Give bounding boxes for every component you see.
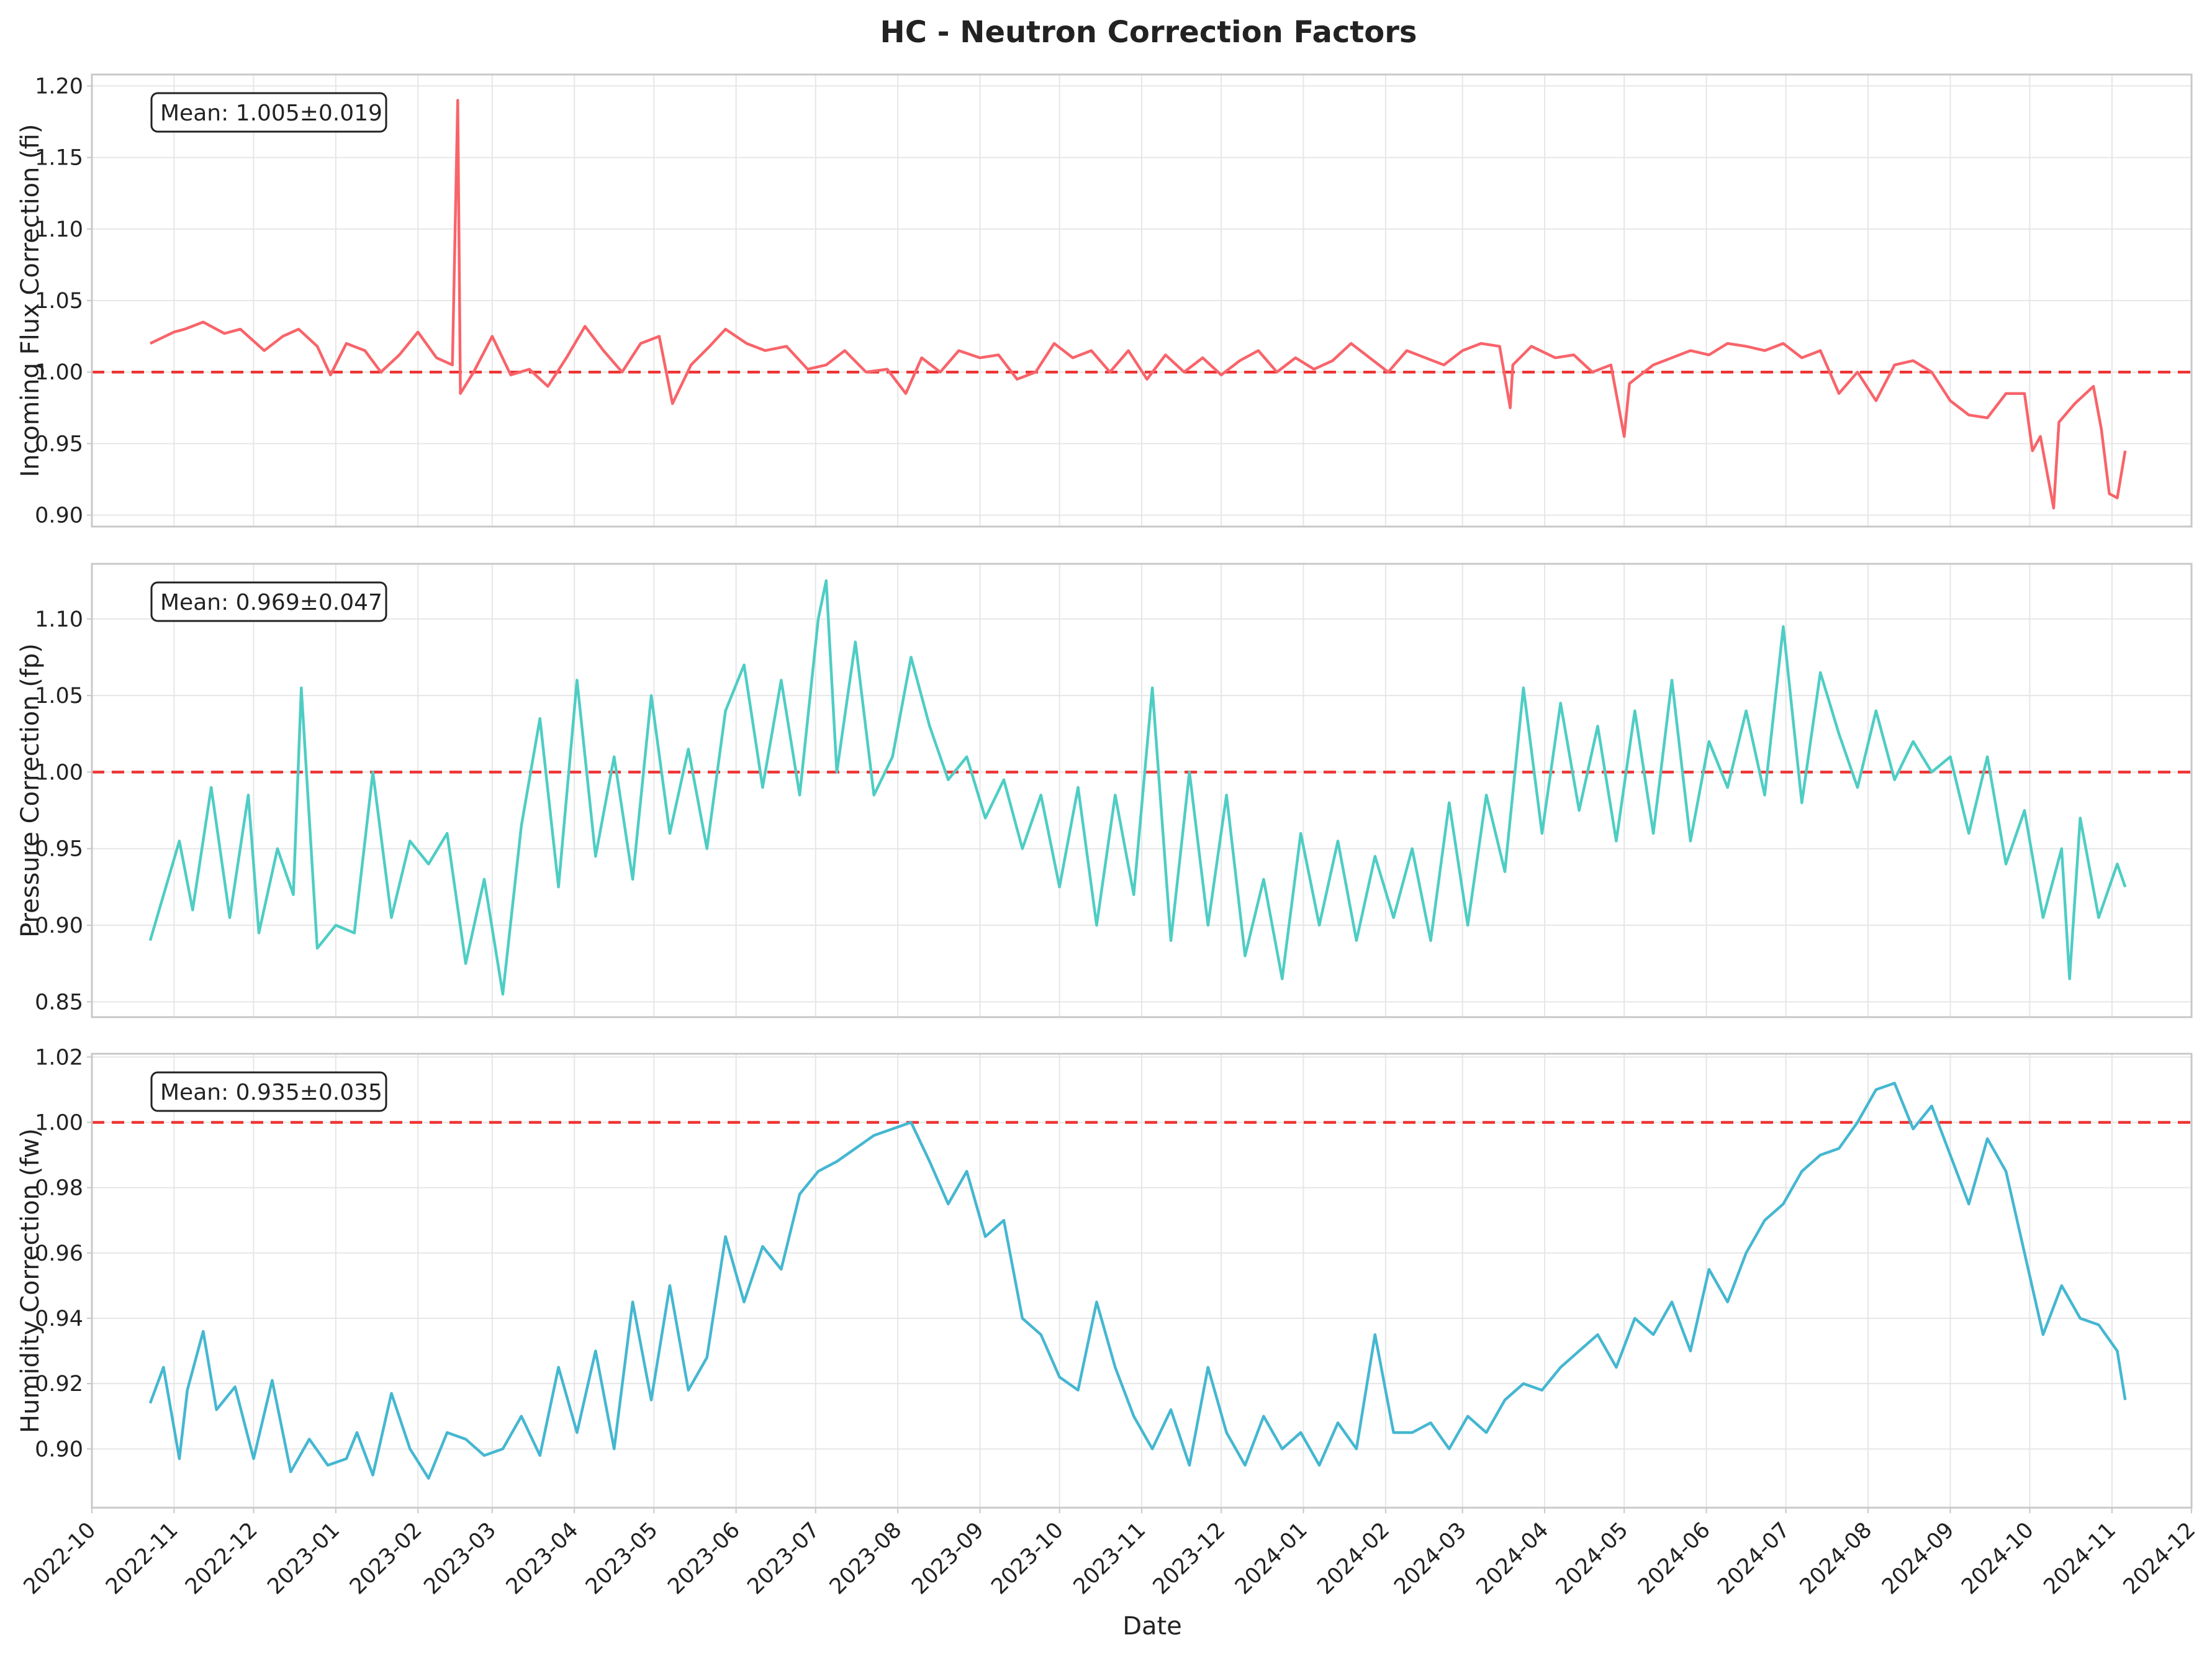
y-tick-label: 0.95	[35, 837, 83, 862]
y-tick-label: 0.90	[35, 1437, 83, 1462]
y-tick-label: 0.92	[35, 1372, 83, 1397]
y-tick-label: 1.00	[35, 1110, 83, 1135]
panel-grid	[91, 75, 2192, 527]
y-tick-label: 1.00	[35, 360, 83, 385]
series-line	[148, 1082, 2127, 1480]
y-tick-label: 1.02	[35, 1045, 83, 1070]
series-line	[148, 579, 2127, 996]
y-tick-label: 0.95	[35, 432, 83, 456]
y-axis-label: Pressure Correction (fp)	[16, 643, 45, 938]
y-tick-label: 1.10	[35, 217, 83, 242]
y-tick-label: 0.94	[35, 1307, 83, 1331]
mean-annotation-text: Mean: 0.969±0.047	[160, 590, 382, 615]
y-tick-label: 0.96	[35, 1241, 83, 1266]
y-tick-label: 1.15	[35, 146, 83, 171]
mean-annotation-box	[150, 92, 387, 133]
mean-annotation-text: Mean: 0.935±0.035	[160, 1080, 382, 1105]
y-tick-label: 0.90	[35, 504, 83, 528]
mean-annotation-box	[150, 1071, 387, 1112]
y-tick-label: 1.10	[35, 607, 83, 632]
y-tick-label: 0.85	[35, 990, 83, 1015]
panel-3: 0.90 0.92 0.94 0.96 0.98 1.00 1.02 Humidity Cor…	[16, 1045, 2193, 1509]
mean-annotation-text: Mean: 1.005±0.019	[160, 101, 382, 126]
panel-frame	[91, 73, 2193, 528]
y-tick-label: 0.90	[35, 913, 83, 938]
y-axis-label: Incoming Flux Correction (fi)	[16, 124, 45, 477]
panel-2: 0.85 0.90 0.95 1.00 1.05 1.10 Pressure Correct…	[16, 563, 2193, 1018]
panel-frame	[91, 563, 2193, 1018]
y-tick-label: 1.05	[35, 684, 83, 709]
y-tick-label: 0.98	[35, 1176, 83, 1201]
y-tick-label: 1.05	[35, 289, 83, 314]
y-tick-label: 1.00	[35, 760, 83, 785]
y-axis-label: Humidity Correction (fw)	[16, 1128, 45, 1433]
figure-title: HC - Neutron Correction Factors	[880, 15, 1417, 50]
mean-annotation-box	[150, 581, 387, 622]
y-tick-label: 1.20	[35, 74, 83, 99]
x-axis-label: Date	[1122, 1612, 1182, 1641]
panel-1: 0.90 0.95 1.00 1.05 1.10 1.15 1.20 Incoming Flu…	[16, 73, 2193, 528]
series-line	[149, 99, 2127, 510]
